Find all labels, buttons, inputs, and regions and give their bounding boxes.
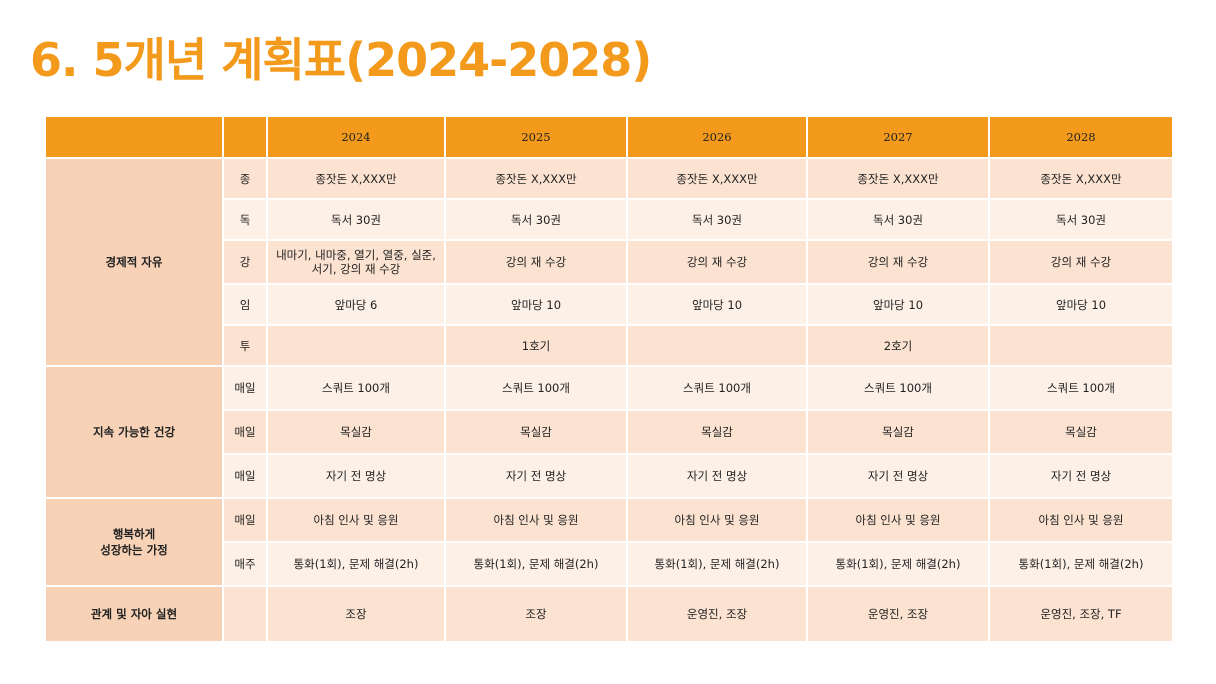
row-label: 매일 [222, 497, 268, 543]
plan-cell: 자기 전 명상 [626, 453, 808, 499]
year-header: 2025 [444, 115, 628, 159]
plan-cell: 자기 전 명상 [444, 453, 628, 499]
row-label: 매일 [222, 409, 268, 455]
plan-cell: 목실감 [806, 409, 990, 455]
plan-cell: 목실감 [444, 409, 628, 455]
plan-cell: 2호기 [806, 324, 990, 367]
plan-cell: 스쿼트 100개 [626, 365, 808, 411]
category-sustainable-health: 지속 가능한 건강 [44, 365, 224, 499]
plan-cell: 강의 재 수강 [626, 239, 808, 285]
row-label [222, 585, 268, 643]
category-line: 성장하는 가정 [100, 543, 168, 557]
plan-cell: 종잣돈 X,XXX만 [988, 157, 1174, 200]
year-header: 2027 [806, 115, 990, 159]
row-label: 매일 [222, 453, 268, 499]
table-row: 경제적 자유 종 종잣돈 X,XXX만 종잣돈 X,XXX만 종잣돈 X,XXX… [44, 157, 1174, 367]
plan-cell: 목실감 [626, 409, 808, 455]
plan-cell: 독서 30권 [266, 198, 446, 241]
plan-cell: 자기 전 명상 [806, 453, 990, 499]
plan-cell: 운영진, 조장, TF [988, 585, 1174, 643]
table-row: 행복하게 성장하는 가정 매일 아침 인사 및 응원 아침 인사 및 응원 아침… [44, 497, 1174, 587]
table-row: 투 1호기 2호기 [45, 324, 1174, 367]
plan-cell: 통화(1회), 문제 해결(2h) [626, 541, 808, 587]
row-label: 독 [222, 198, 268, 241]
plan-table: 2024 2025 2026 2027 2028 경제적 자유 종 종잣돈 X,… [44, 115, 1174, 643]
year-header: 2028 [988, 115, 1174, 159]
plan-cell: 종잣돈 X,XXX만 [444, 157, 628, 200]
category-line: 행복하게 [112, 526, 156, 541]
plan-cell: 운영진, 조장 [626, 585, 808, 643]
plan-cell: 조장 [266, 585, 446, 643]
plan-cell: 종잣돈 X,XXX만 [626, 157, 808, 200]
plan-cell: 통화(1회), 문제 해결(2h) [444, 541, 628, 587]
header-blank-sub [222, 115, 268, 159]
plan-cell: 강의 재 수강 [444, 239, 628, 285]
plan-cell [626, 324, 808, 367]
table-row: 지속 가능한 건강 매일 스쿼트 100개 스쿼트 100개 스쿼트 100개 … [44, 365, 1174, 499]
plan-cell: 아침 인사 및 응원 [266, 497, 446, 543]
plan-cell: 통화(1회), 문제 해결(2h) [266, 541, 446, 587]
plan-cell: 스쿼트 100개 [806, 365, 990, 411]
plan-cell: 아침 인사 및 응원 [444, 497, 628, 543]
plan-cell: 통화(1회), 문제 해결(2h) [988, 541, 1174, 587]
row-label: 강 [222, 239, 268, 285]
plan-cell: 종잣돈 X,XXX만 [806, 157, 990, 200]
plan-cell: 강의 재 수강 [988, 239, 1174, 285]
year-header: 2026 [626, 115, 808, 159]
plan-cell: 통화(1회), 문제 해결(2h) [806, 541, 990, 587]
plan-cell: 강의 재 수강 [806, 239, 990, 285]
category-happy-family: 행복하게 성장하는 가정 [44, 497, 224, 587]
year-header: 2024 [266, 115, 446, 159]
plan-cell: 1호기 [444, 324, 628, 367]
table-row: 관계 및 자아 실현 조장 조장 운영진, 조장 운영진, 조장 운영진, 조장… [44, 585, 1174, 643]
table-row: 매주 통화(1회), 문제 해결(2h) 통화(1회), 문제 해결(2h) 통… [45, 541, 1174, 587]
row-label: 종 [222, 157, 268, 200]
plan-cell: 앞마당 6 [266, 283, 446, 326]
plan-cell: 아침 인사 및 응원 [806, 497, 990, 543]
plan-cell: 독서 30권 [444, 198, 628, 241]
plan-cell: 앞마당 10 [806, 283, 990, 326]
category-economic-freedom: 경제적 자유 [44, 157, 224, 367]
plan-cell: 운영진, 조장 [806, 585, 990, 643]
row-label: 임 [222, 283, 268, 326]
plan-cell: 독서 30권 [806, 198, 990, 241]
plan-cell: 스쿼트 100개 [266, 365, 446, 411]
plan-cell: 독서 30권 [626, 198, 808, 241]
plan-cell: 앞마당 10 [988, 283, 1174, 326]
plan-cell-text: 내마기, 내마중, 열기, 열중, 실준, 서기, 강의 재 수강 [276, 247, 436, 276]
row-label: 매일 [222, 365, 268, 411]
row-label: 매주 [222, 541, 268, 587]
plan-cell: 스쿼트 100개 [988, 365, 1174, 411]
plan-cell: 조장 [444, 585, 628, 643]
header-blank-category [44, 115, 224, 159]
table-row: 매일 자기 전 명상 자기 전 명상 자기 전 명상 자기 전 명상 자기 전 … [45, 453, 1174, 499]
plan-cell: 내마기, 내마중, 열기, 열중, 실준, 서기, 강의 재 수강 [266, 239, 446, 285]
plan-cell: 앞마당 10 [444, 283, 628, 326]
plan-cell: 앞마당 10 [626, 283, 808, 326]
table-row: 매일 목실감 목실감 목실감 목실감 목실감 [45, 409, 1174, 455]
plan-cell: 스쿼트 100개 [444, 365, 628, 411]
plan-cell [266, 324, 446, 367]
plan-cell: 종잣돈 X,XXX만 [266, 157, 446, 200]
table-row: 강 내마기, 내마중, 열기, 열중, 실준, 서기, 강의 재 수강 강의 재… [45, 239, 1174, 285]
header-row: 2024 2025 2026 2027 2028 [44, 115, 1174, 159]
plan-cell: 아침 인사 및 응원 [626, 497, 808, 543]
plan-cell: 목실감 [988, 409, 1174, 455]
table-row: 독 독서 30권 독서 30권 독서 30권 독서 30권 독서 30권 [45, 198, 1174, 241]
category-relationship-self-realization: 관계 및 자아 실현 [44, 585, 224, 643]
plan-cell: 자기 전 명상 [988, 453, 1174, 499]
plan-cell: 목실감 [266, 409, 446, 455]
plan-cell [988, 324, 1174, 367]
row-label: 투 [222, 324, 268, 367]
plan-cell: 자기 전 명상 [266, 453, 446, 499]
plan-cell: 아침 인사 및 응원 [988, 497, 1174, 543]
table-row: 임 앞마당 6 앞마당 10 앞마당 10 앞마당 10 앞마당 10 [45, 283, 1174, 326]
page-title: 6. 5개년 계획표(2024-2028) [30, 33, 652, 87]
plan-cell: 독서 30권 [988, 198, 1174, 241]
